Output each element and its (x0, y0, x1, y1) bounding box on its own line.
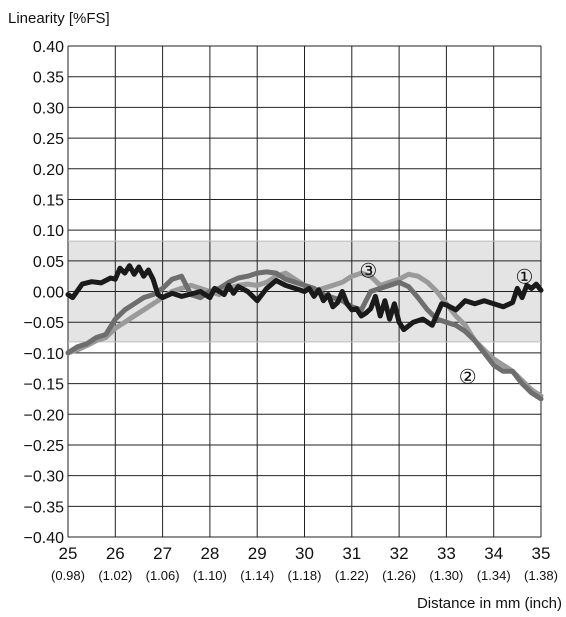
x-tick-label: 32 (390, 544, 409, 563)
x-tick-label: 27 (153, 544, 172, 563)
y-tick-label: −0.35 (24, 499, 65, 516)
y-tick-label: 0.20 (33, 162, 64, 179)
x-tick-sublabel: (1.06) (146, 568, 180, 583)
y-tick-label: 0.25 (33, 131, 64, 148)
series-markers: ① ② ③ (359, 260, 533, 388)
y-tick-label: 0.35 (33, 70, 64, 87)
x-tick-label: 29 (248, 544, 267, 563)
x-tick-label: 35 (532, 544, 551, 563)
x-tick-sublabel: (1.14) (240, 568, 274, 583)
y-tick-label: 0.30 (33, 100, 64, 117)
y-tick-label: 0.40 (33, 39, 64, 56)
y-tick-label: 0.15 (33, 192, 64, 209)
series-marker-1: ① (515, 266, 533, 288)
series-marker-3: ③ (359, 260, 377, 282)
x-tick-label: 28 (200, 544, 219, 563)
y-tick-label: −0.25 (24, 438, 65, 455)
x-tick-label: 33 (437, 544, 456, 563)
x-axis-label: Distance in mm (inch) (417, 595, 562, 612)
y-tick-label: 0.05 (33, 254, 64, 271)
x-tick-label: 34 (484, 544, 503, 563)
x-tick-sublabel: (1.30) (429, 568, 463, 583)
y-tick-label: −0.10 (24, 346, 65, 363)
series-layer (65, 263, 544, 402)
y-tick-label: 0.10 (33, 223, 64, 240)
y-tick-label: −0.15 (24, 377, 65, 394)
x-tick-sublabel: (1.38) (524, 568, 558, 583)
series-line-2 (65, 269, 544, 402)
x-tick-label: 26 (106, 544, 125, 563)
x-tick-sublabel: (1.02) (98, 568, 132, 583)
x-tick-labels: 25 (0.98) 26 (1.02) 27 (1.06) 28 (1.10) 29 (1.14)… (51, 544, 558, 583)
y-axis-label: Linearity [%FS] (8, 10, 110, 27)
x-tick-sublabel: (1.22) (335, 568, 369, 583)
y-tick-label: 0.00 (33, 285, 64, 302)
x-tick-label: 30 (295, 544, 314, 563)
x-tick-sublabel: (1.10) (193, 568, 227, 583)
x-tick-label: 25 (59, 544, 78, 563)
x-tick-sublabel: (1.34) (477, 568, 511, 583)
x-tick-sublabel: (1.18) (288, 568, 322, 583)
x-tick-label: 31 (342, 544, 361, 563)
y-tick-label: −0.40 (24, 530, 65, 547)
y-tick-labels: 0.40 0.35 0.30 0.25 0.20 0.15 0.10 0.05 0.00 −0.0… (24, 39, 65, 547)
x-tick-sublabel: (1.26) (382, 568, 416, 583)
y-tick-label: −0.30 (24, 469, 65, 486)
y-tick-label: −0.20 (24, 407, 65, 424)
series-line-1 (65, 263, 544, 333)
x-tick-sublabel: (0.98) (51, 568, 85, 583)
y-tick-label: −0.05 (24, 315, 65, 332)
grid-layer (67, 45, 542, 538)
series-marker-2: ② (459, 367, 477, 389)
